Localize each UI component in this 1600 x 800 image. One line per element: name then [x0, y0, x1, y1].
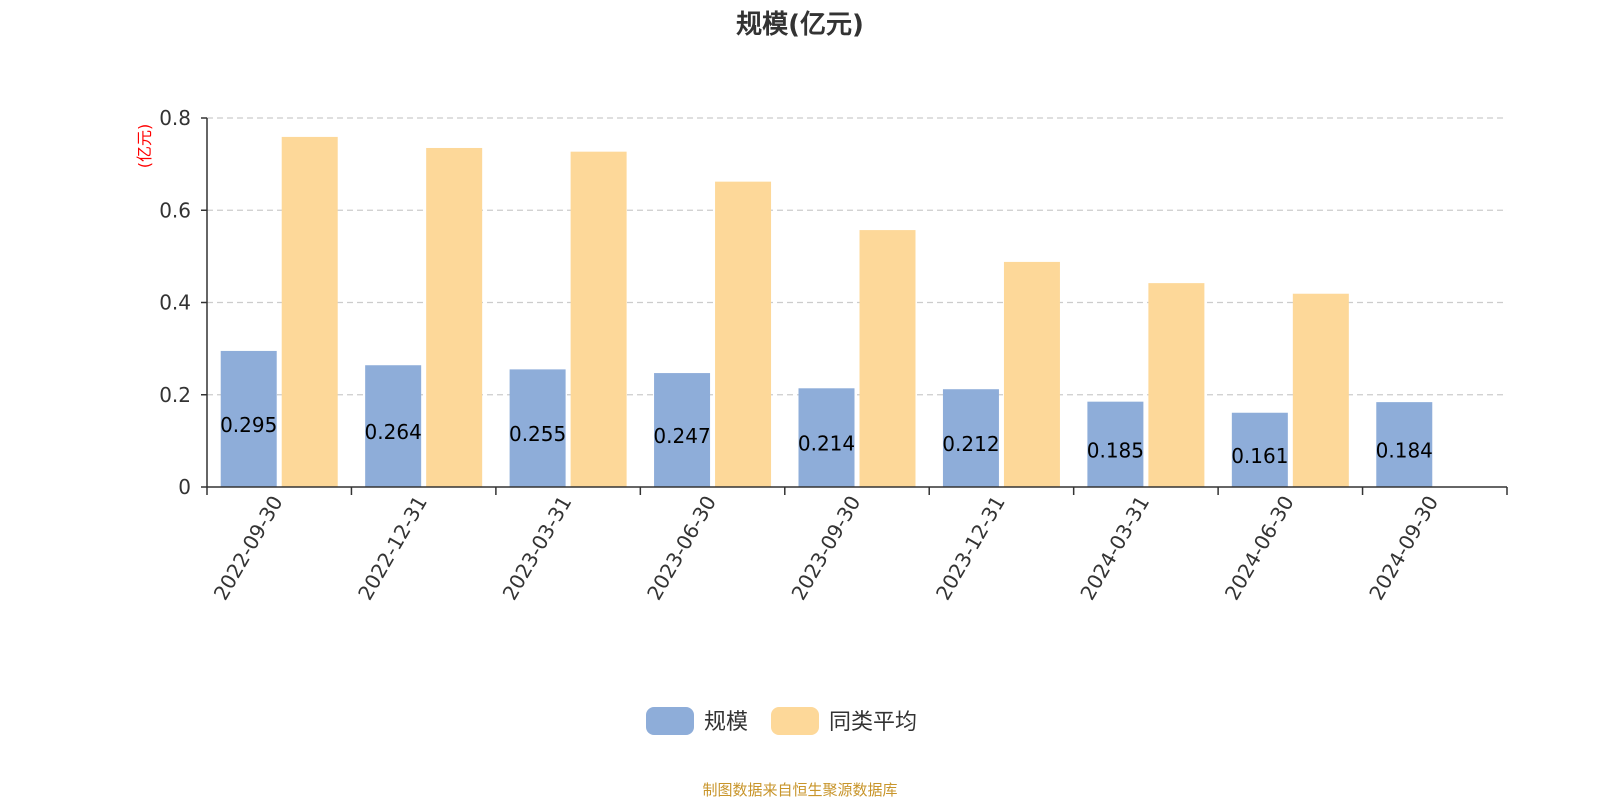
x-tick-label: 2024-06-30 — [1220, 492, 1299, 605]
y-tick-label: 0.2 — [159, 383, 191, 407]
legend-swatch[interactable] — [771, 707, 819, 735]
y-tick-label: 0 — [178, 475, 191, 499]
chart-title: 规模(亿元) — [736, 10, 864, 40]
y-tick-label: 0.8 — [159, 106, 191, 130]
bar-scale[interactable] — [654, 373, 711, 487]
legend-label[interactable]: 规模 — [704, 710, 748, 735]
bar-peer-average[interactable] — [859, 230, 916, 488]
bar-peer-average[interactable] — [1003, 261, 1060, 487]
bars-group: 0.295 0.264 0.255 0.247 0.214 0.212 0.185 0.161… — [220, 136, 1433, 488]
bar-scale[interactable] — [942, 389, 999, 487]
bar-scale[interactable] — [798, 388, 855, 487]
bar-scale[interactable] — [1231, 412, 1288, 487]
bar-peer-average[interactable] — [1148, 283, 1205, 487]
bar-peer-average[interactable] — [715, 181, 772, 487]
bar-scale[interactable] — [509, 369, 566, 487]
bar-data-label: 0.295 — [220, 413, 277, 437]
x-tick-label: 2023-06-30 — [642, 492, 721, 605]
bar-data-label: 0.214 — [798, 432, 855, 456]
bar-data-label: 0.212 — [942, 432, 999, 456]
y-tick-label: 0.4 — [159, 291, 191, 315]
bar-peer-average[interactable] — [281, 136, 338, 487]
legend-label[interactable]: 同类平均 — [829, 710, 917, 735]
x-tick-label: 2023-12-31 — [931, 492, 1010, 605]
bar-data-label: 0.184 — [1376, 439, 1433, 463]
x-tick-label: 2024-09-30 — [1364, 492, 1443, 605]
x-tick-label: 2023-09-30 — [786, 492, 865, 605]
bar-scale[interactable] — [220, 350, 277, 487]
x-tick-label: 2023-03-31 — [498, 492, 577, 605]
legend-swatch[interactable] — [646, 707, 694, 735]
bar-peer-average[interactable] — [570, 151, 627, 487]
bar-data-label: 0.161 — [1231, 444, 1288, 468]
y-axis-unit-label: (亿元) — [135, 124, 154, 169]
data-source-note: 制图数据来自恒生聚源数据库 — [702, 781, 897, 799]
bar-data-label: 0.255 — [509, 422, 566, 446]
x-tick-label: 2024-03-31 — [1075, 492, 1154, 605]
bar-scale[interactable] — [1087, 401, 1144, 487]
bar-data-label: 0.247 — [653, 424, 710, 448]
bar-scale[interactable] — [365, 365, 422, 487]
bar-data-label: 0.185 — [1087, 438, 1144, 462]
legend[interactable]: 规模 同类平均 — [646, 707, 917, 735]
bar-peer-average[interactable] — [426, 147, 483, 487]
x-tick-label: 2022-12-31 — [353, 492, 432, 605]
bar-scale[interactable] — [1376, 402, 1433, 487]
bar-peer-average[interactable] — [1292, 293, 1349, 487]
x-tick-label: 2022-09-30 — [209, 492, 288, 605]
gridlines — [207, 117, 1507, 396]
y-tick-label: 0.6 — [159, 198, 191, 222]
bar-data-label: 0.264 — [365, 420, 422, 444]
